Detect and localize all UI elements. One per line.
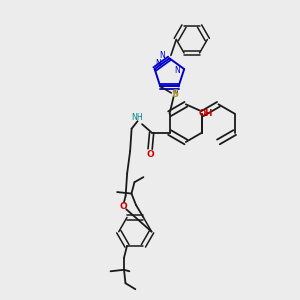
Text: O: O [119, 202, 127, 211]
Text: NH: NH [131, 113, 142, 122]
Text: O: O [146, 150, 154, 159]
Text: N: N [172, 88, 178, 97]
Text: N: N [159, 51, 165, 60]
Text: N: N [174, 66, 180, 75]
Text: S: S [171, 89, 178, 99]
Text: OH: OH [199, 109, 213, 118]
Text: N: N [155, 59, 161, 68]
